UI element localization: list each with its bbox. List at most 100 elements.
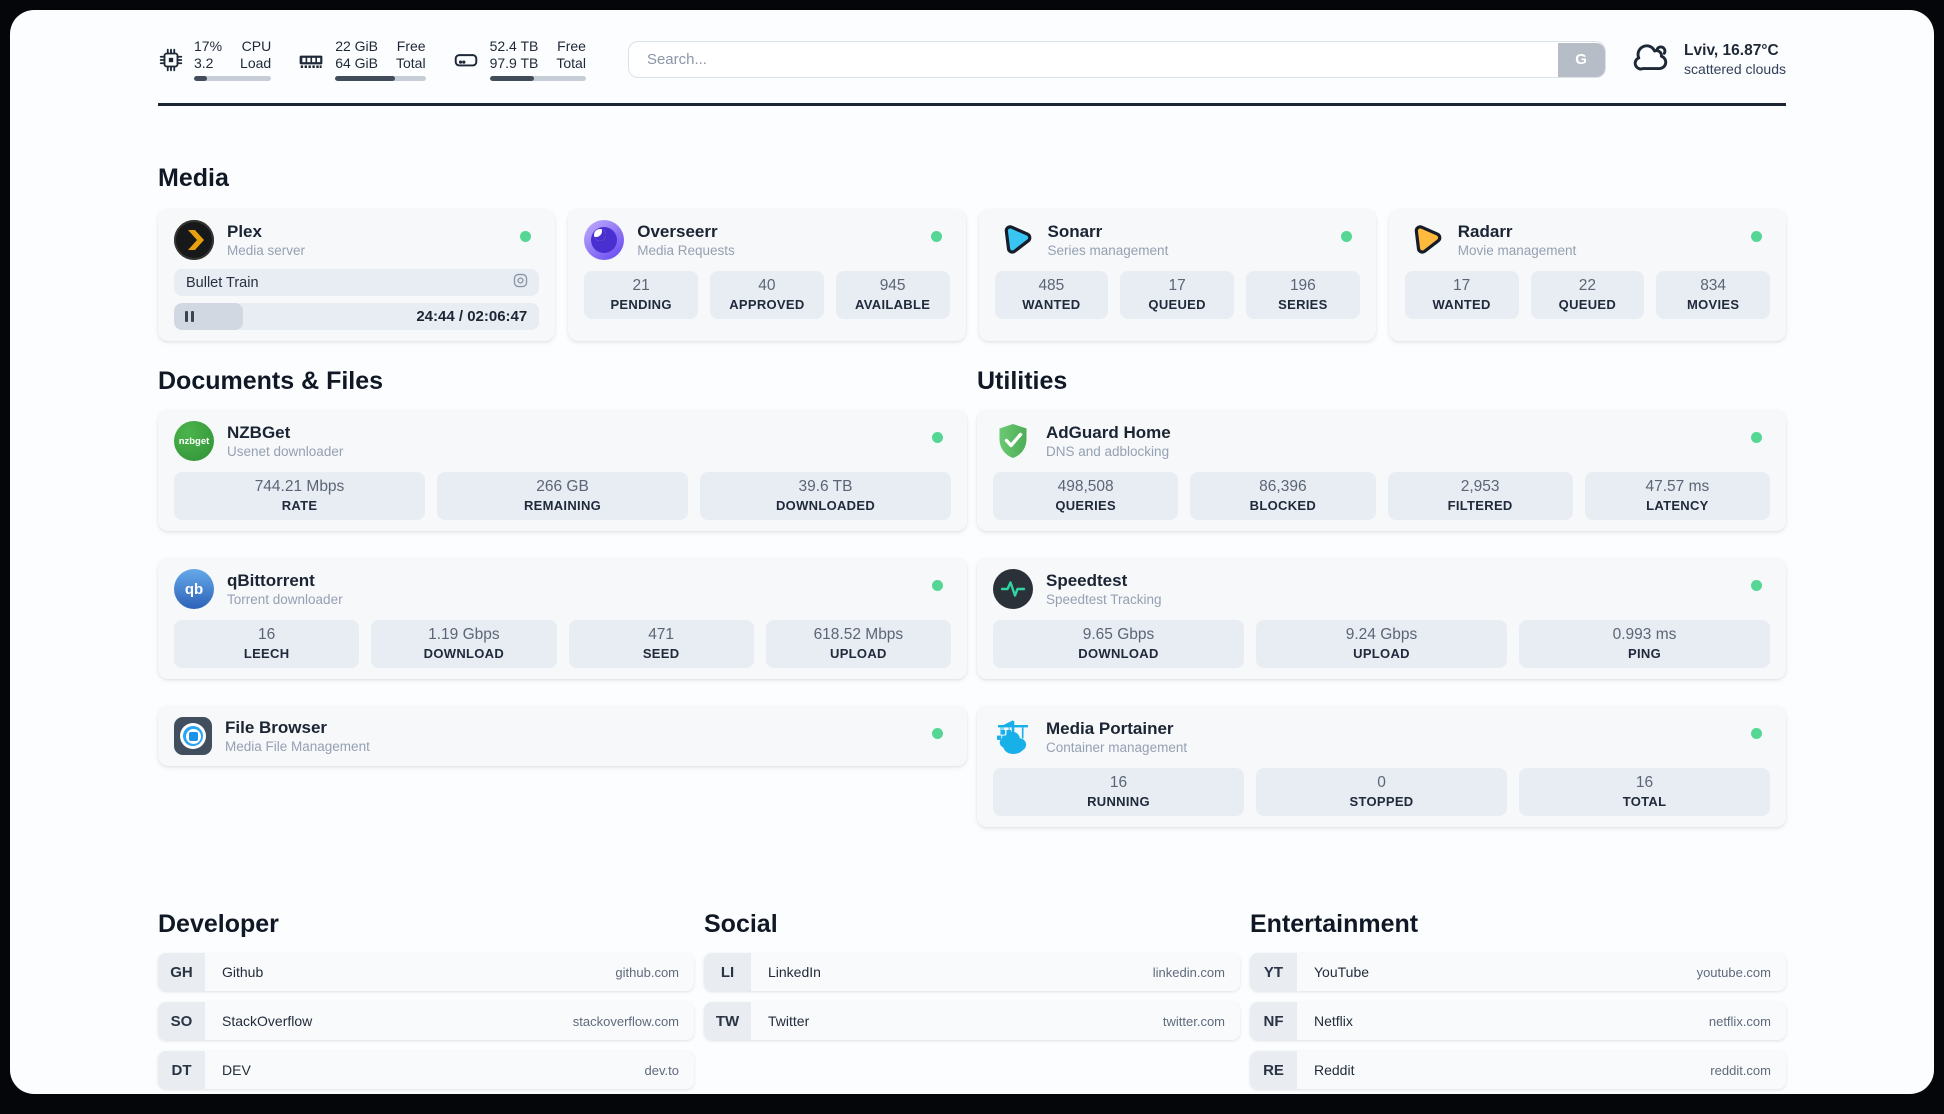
bookmark-url: dev.to: [644, 1062, 679, 1078]
cpu-chip-icon: [158, 47, 184, 73]
documents-column: Documents & Files nzbget NZBGet Usenet d…: [158, 367, 967, 793]
service-card-portainer[interactable]: Media Portainer Container management 16 R…: [977, 706, 1786, 827]
radarr-icon: [1405, 220, 1445, 260]
service-card-filebrowser[interactable]: File Browser Media File Management: [158, 706, 967, 766]
section-header-social: Social: [704, 910, 778, 938]
stat-running: 16 RUNNING: [993, 768, 1244, 816]
weather-location-temperature: Lviv, 16.87°C: [1684, 42, 1779, 59]
bookmark-abbr: SO: [158, 1002, 205, 1040]
status-dot: [932, 728, 943, 739]
bookmark-stackoverflow[interactable]: SO StackOverflow stackoverflow.com: [158, 1002, 694, 1040]
stat-queued: 17 QUEUED: [1120, 271, 1234, 319]
bookmark-name: DEV: [222, 1062, 251, 1078]
cloud-icon: [1632, 40, 1672, 79]
bookmark-name: LinkedIn: [768, 964, 821, 980]
disk-widget: 52.4 TB Free 97.9 TB Total: [452, 38, 586, 81]
now-playing-media-icon: [512, 272, 529, 294]
service-subtitle: Usenet downloader: [227, 444, 344, 459]
status-dot: [932, 580, 943, 591]
stat-blocked: 86,396 BLOCKED: [1190, 472, 1376, 520]
bookmark-dev[interactable]: DT DEV dev.to: [158, 1051, 694, 1089]
bookmark-name: Reddit: [1314, 1062, 1355, 1078]
memory-free-label: Free: [396, 38, 426, 54]
stat-ping: 0.993 ms PING: [1519, 620, 1770, 668]
bookmark-abbr: YT: [1250, 953, 1297, 991]
service-card-radarr[interactable]: Radarr Movie management 17 WANTED 22 QUEUE…: [1388, 209, 1786, 341]
bookmark-url: stackoverflow.com: [572, 1013, 679, 1029]
cpu-load-label: Load: [240, 55, 272, 71]
bookmark-linkedin[interactable]: LI LinkedIn linkedin.com: [704, 953, 1240, 991]
service-card-sonarr[interactable]: Sonarr Series management 485 WANTED 17 QUE…: [978, 209, 1376, 341]
stat-latency: 47.57 ms LATENCY: [1584, 472, 1770, 520]
pause-icon[interactable]: [185, 311, 194, 322]
media-card-grid: Plex Media server Bullet Train: [158, 209, 1786, 341]
service-subtitle: DNS and adblocking: [1046, 444, 1170, 459]
playback-time: 24:44 / 02:06:47: [416, 308, 528, 325]
utilities-column: Utilities: [977, 367, 1786, 854]
bookmark-github[interactable]: GH Github github.com: [158, 953, 694, 991]
weather-condition: scattered clouds: [1684, 61, 1786, 77]
filebrowser-icon: [174, 717, 212, 755]
search-bar: G: [627, 41, 1607, 78]
search-input[interactable]: [627, 41, 1607, 78]
service-card-adguard[interactable]: AdGuard Home DNS and adblocking 498,508 Q…: [977, 410, 1786, 531]
section-header-entertainment: Entertainment: [1250, 910, 1419, 938]
service-subtitle: Speedtest Tracking: [1046, 592, 1162, 607]
bookmark-url: netflix.com: [1708, 1013, 1771, 1029]
service-subtitle: Series management: [1047, 243, 1169, 258]
disk-progress-bar: [489, 76, 586, 81]
bookmark-url: github.com: [615, 964, 679, 980]
disk-total-value: 97.9 TB: [489, 55, 539, 71]
memory-widget: 22 GiB Free 64 GiB Total: [297, 38, 426, 81]
cpu-widget: 17% CPU 3.2 Load: [158, 38, 272, 81]
bookmark-netflix[interactable]: NF Netflix netflix.com: [1250, 1002, 1786, 1040]
stat-movies: 834 MOVIES: [1656, 271, 1770, 319]
bookmark-abbr: DT: [158, 1051, 205, 1089]
memory-total-value: 64 GiB: [335, 55, 378, 71]
cpu-progress-bar: [194, 76, 272, 81]
stat-queued: 22 QUEUED: [1530, 271, 1645, 319]
bookmark-name: YouTube: [1314, 964, 1370, 980]
service-title: Plex: [227, 222, 262, 241]
playback-progress-row: 24:44 / 02:06:47: [174, 303, 540, 330]
stat-pending: 21 PENDING: [584, 271, 698, 319]
service-card-plex[interactable]: Plex Media server Bullet Train: [158, 209, 556, 341]
stat-filtered: 2,953 FILTERED: [1387, 472, 1573, 520]
stat-upload: 618.52 Mbps UPLOAD: [765, 620, 951, 668]
nzbget-icon: nzbget: [174, 421, 214, 461]
top-bar: 17% CPU 3.2 Load: [158, 38, 1786, 81]
cpu-load-value: 3.2: [194, 55, 214, 71]
search-engine-button[interactable]: G: [1557, 42, 1605, 77]
memory-progress-bar: [335, 76, 426, 81]
bookmark-youtube[interactable]: YT YouTube youtube.com: [1250, 953, 1786, 991]
status-dot: [1751, 231, 1762, 242]
service-card-overseerr[interactable]: Overseerr Media Requests 21 PENDING 40 APP…: [568, 209, 966, 341]
dashboard: 17% CPU 3.2 Load: [10, 10, 1934, 1094]
service-title: NZBGet: [227, 423, 291, 442]
bookmark-reddit[interactable]: RE Reddit reddit.com: [1250, 1051, 1786, 1089]
service-title: AdGuard Home: [1046, 423, 1171, 442]
service-card-speedtest[interactable]: Speedtest Speedtest Tracking 9.65 Gbps DO…: [977, 558, 1786, 679]
service-subtitle: Media server: [227, 243, 306, 258]
stat-stopped: 0 STOPPED: [1256, 768, 1507, 816]
bookmark-name: StackOverflow: [222, 1013, 313, 1029]
stat-downloaded: 39.6 TB DOWNLOADED: [700, 472, 951, 520]
overseerr-icon: [584, 220, 625, 260]
stat-total: 16 TOTAL: [1519, 768, 1770, 816]
topbar-divider: [158, 103, 1786, 106]
bookmark-url: youtube.com: [1696, 964, 1771, 980]
service-title: Radarr: [1457, 222, 1513, 241]
stat-queries: 498,508 QUERIES: [993, 472, 1179, 520]
stat-rate: 744.21 Mbps RATE: [174, 472, 425, 520]
service-card-nzbget[interactable]: nzbget NZBGet Usenet downloader 744.21 M…: [158, 410, 967, 531]
bookmark-url: reddit.com: [1710, 1062, 1771, 1078]
memory-total-label: Total: [396, 55, 426, 71]
stat-download: 9.65 Gbps DOWNLOAD: [993, 620, 1244, 668]
bookmark-abbr: RE: [1250, 1051, 1297, 1089]
service-card-qbittorrent[interactable]: qb qBittorrent Torrent downloader 16 LEEC…: [158, 558, 967, 679]
status-dot: [520, 231, 532, 242]
memory-ram-icon: [297, 47, 325, 73]
status-dot: [1751, 432, 1762, 443]
bookmark-twitter[interactable]: TW Twitter twitter.com: [704, 1002, 1240, 1040]
now-playing-row: Bullet Train: [174, 269, 540, 296]
